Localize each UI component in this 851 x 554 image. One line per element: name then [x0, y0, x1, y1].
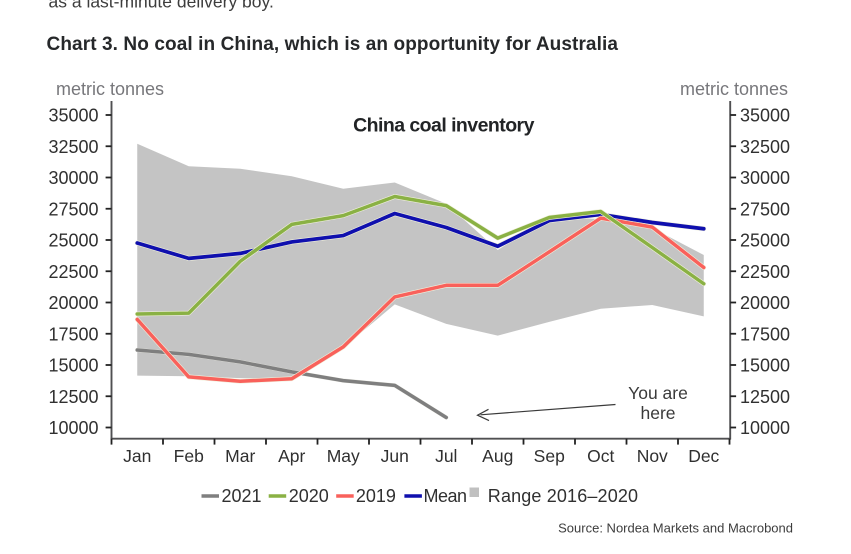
svg-text:as a last-minute delivery boy.: as a last-minute delivery boy.: [49, 0, 274, 12]
svg-text:20000: 20000: [740, 293, 790, 313]
svg-text:Source: Nordea Markets and Mac: Source: Nordea Markets and Macrobond: [558, 521, 793, 536]
svg-text:Chart 3. No coal in China, whi: Chart 3. No coal in China, which is an o…: [47, 34, 619, 55]
svg-text:15000: 15000: [48, 356, 98, 376]
svg-text:Apr: Apr: [278, 446, 305, 466]
svg-text:17500: 17500: [740, 324, 790, 344]
svg-text:22500: 22500: [48, 262, 98, 282]
svg-text:Feb: Feb: [174, 446, 204, 466]
svg-text:2021: 2021: [222, 486, 262, 506]
svg-text:Jan: Jan: [123, 446, 151, 466]
svg-text:May: May: [327, 446, 360, 466]
svg-text:metric tonnes: metric tonnes: [56, 79, 164, 99]
svg-text:27500: 27500: [740, 199, 790, 219]
svg-text:32500: 32500: [48, 137, 98, 157]
svg-text:2019: 2019: [356, 486, 396, 506]
svg-text:12500: 12500: [740, 387, 790, 407]
svg-text:20000: 20000: [48, 293, 98, 313]
svg-text:25000: 25000: [48, 231, 98, 251]
svg-text:here: here: [640, 403, 675, 423]
svg-text:metric tonnes: metric tonnes: [680, 79, 788, 99]
svg-text:25000: 25000: [740, 231, 790, 251]
svg-text:30000: 30000: [740, 168, 790, 188]
svg-text:Mean: Mean: [424, 486, 467, 506]
svg-text:Sep: Sep: [534, 446, 565, 466]
svg-text:Aug: Aug: [482, 446, 513, 466]
svg-text:Jun: Jun: [381, 446, 409, 466]
svg-text:Dec: Dec: [688, 446, 719, 466]
svg-text:10000: 10000: [48, 418, 98, 438]
svg-text:12500: 12500: [48, 387, 98, 407]
svg-text:35000: 35000: [48, 106, 98, 126]
svg-text:Jul: Jul: [435, 446, 457, 466]
svg-text:Mar: Mar: [225, 446, 255, 466]
svg-text:17500: 17500: [48, 324, 98, 344]
svg-text:2020: 2020: [289, 486, 329, 506]
svg-text:30000: 30000: [48, 168, 98, 188]
svg-text:35000: 35000: [740, 106, 790, 126]
svg-text:Range 2016–2020: Range 2016–2020: [488, 486, 638, 506]
svg-text:15000: 15000: [740, 356, 790, 376]
svg-text:22500: 22500: [740, 262, 790, 282]
svg-text:Oct: Oct: [587, 446, 614, 466]
svg-text:You are: You are: [628, 383, 688, 403]
svg-text:China coal inventory: China coal inventory: [353, 115, 534, 137]
svg-text:27500: 27500: [48, 199, 98, 219]
svg-text:10000: 10000: [740, 418, 790, 438]
svg-text:32500: 32500: [740, 137, 790, 157]
svg-text:Nov: Nov: [637, 446, 668, 466]
